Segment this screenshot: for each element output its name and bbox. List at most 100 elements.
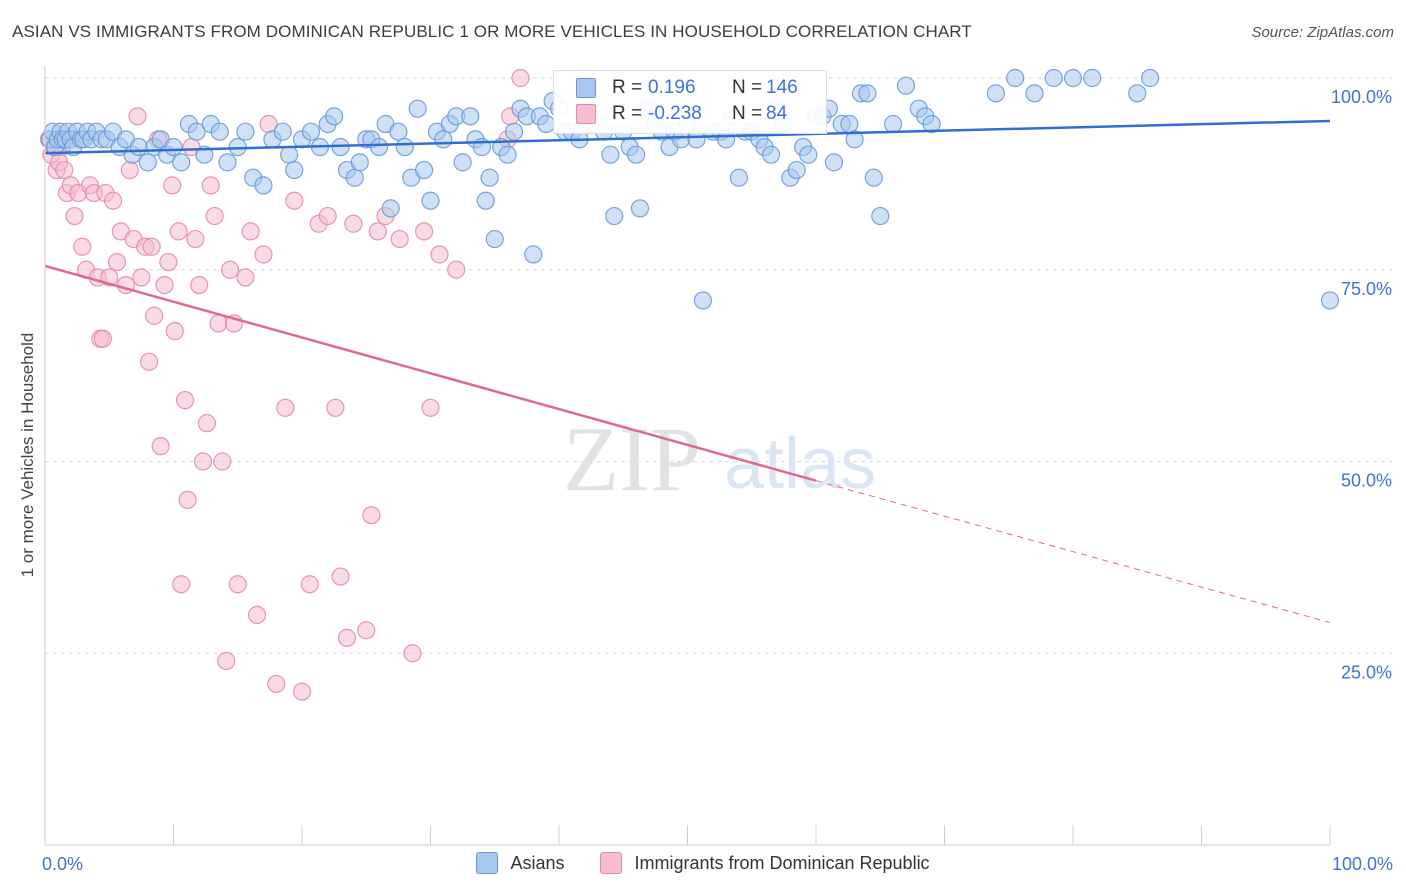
dominican-point-6 [55,160,74,180]
dominican-point-26 [128,107,147,126]
asian-point-140 [1025,84,1044,103]
y-tick-label-3: 25.0% [1341,662,1392,682]
dominican-point-70 [344,214,363,233]
asian-point-125 [824,153,844,172]
asian-point-137 [922,114,941,134]
asian-point-141 [1044,68,1063,88]
dominican-point-72 [362,506,381,525]
dominican-point-52 [220,260,240,279]
dominican-point-37 [165,322,184,341]
dominican-point-38 [169,222,188,241]
dominican-point-68 [331,567,350,586]
asian-point-67 [453,153,472,172]
asians-legend-swatch [476,852,499,874]
asian-point-142 [1063,68,1083,88]
asian-point-146 [1320,291,1340,310]
asian-point-130 [858,84,877,103]
dominican-point-73 [368,222,387,241]
asian-point-28 [172,153,191,172]
asian-point-131 [864,168,883,187]
dominican-point-41 [178,490,197,509]
asian-point-144 [1128,84,1147,103]
asian-point-139 [1006,68,1025,88]
dominican-point-34 [155,275,174,295]
asian-point-64 [434,130,453,149]
dominican-point-29 [139,352,159,371]
dominican-point-43 [186,229,205,249]
legend-row-dominican: R = -0.238 N = 84 [576,101,787,127]
dominican-point-20 [104,191,123,210]
dominican-r-value: -0.238 [648,103,702,124]
dominican-point-54 [228,575,247,594]
dominican-point-55 [236,268,255,287]
dominican-point-71 [357,621,376,640]
asian-r-value: 0.196 [648,77,696,98]
dominican-point-36 [163,176,182,195]
asian-point-128 [845,130,864,149]
source-credit: Source: ZipAtlas.com [1251,24,1394,41]
asian-point-71 [476,191,495,210]
watermark-zip: ZIP [563,408,701,510]
dominican-swatch [576,104,596,124]
y-tick-label-1: 75.0% [1341,279,1392,299]
asian-point-91 [601,145,620,164]
dominican-point-62 [285,191,304,210]
dominican-r-label: R = [612,103,643,124]
dominican-point-39 [172,575,191,594]
asian-point-54 [370,137,389,157]
dominican-point-46 [197,414,217,433]
asian-point-36 [236,122,255,141]
asian-point-62 [421,191,440,210]
asian-point-23 [138,153,157,172]
dominican-point-75 [390,229,409,249]
dominican-point-48 [205,206,224,226]
dominican-point-69 [337,628,357,648]
asian-point-75 [498,145,517,164]
asian-point-79 [524,245,543,264]
asian-point-72 [480,168,499,187]
series-legend: Asians Immigrants from Dominican Republi… [0,852,1406,874]
dominican-point-57 [247,605,267,625]
watermark-atlas: atlas [724,424,876,504]
asian-point-60 [408,99,427,118]
asian-point-41 [280,145,299,164]
asian-point-27 [164,137,183,157]
dominican-point-51 [217,651,236,671]
dominican-point-45 [193,452,213,471]
dominican-legend-swatch [600,852,623,874]
asian-point-51 [350,153,369,172]
dominican-point-35 [159,252,178,272]
dominican-point-50 [213,452,232,471]
asian-trend-line [44,119,1331,155]
points-layer [39,68,1340,701]
asian-point-44 [301,122,321,141]
dominican-point-24 [120,160,139,180]
dominican-point-79 [430,245,449,264]
dominican-point-9 [65,206,84,226]
dominican-trend-extension [815,480,1331,624]
asian-point-50 [345,168,364,187]
dominican-point-27 [132,268,151,287]
asian-point-134 [896,76,916,95]
asian-point-33 [210,122,229,141]
legend-item-asians[interactable]: Asians [476,852,564,874]
asian-point-110 [729,168,749,187]
dominican-point-64 [300,575,319,594]
legend-item-dominican[interactable]: Immigrants from Dominican Republic [600,852,930,874]
chart-title: ASIAN VS IMMIGRANTS FROM DOMINICAN REPUB… [12,22,972,41]
asian-point-96 [630,199,650,218]
asian-point-133 [883,114,903,134]
asian-point-143 [1083,68,1102,88]
dominican-point-66 [318,206,337,226]
asian-point-132 [871,206,890,226]
y-tick-label-2: 50.0% [1341,471,1392,491]
dominican-point-61 [276,398,295,417]
dominican-point-40 [175,391,195,410]
asian-point-105 [693,291,713,310]
asian-point-138 [986,84,1006,103]
dominican-point-63 [292,682,312,701]
dominican-point-77 [414,222,434,241]
asian-swatch [576,78,596,98]
x-tick-label-1: 100.0% [1332,854,1393,874]
axis-layer: 100.0% 75.0% 50.0% 25.0% 0.0% 100.0% [42,66,1393,874]
